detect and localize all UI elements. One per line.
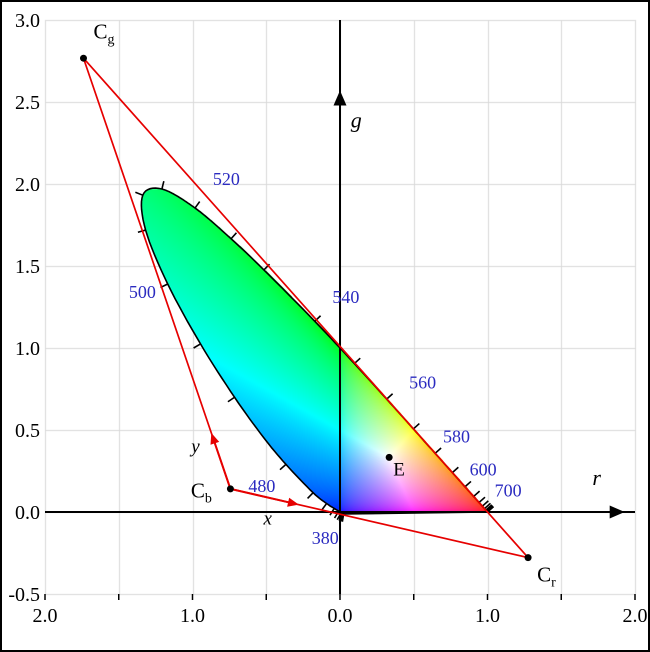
primary-label-Cg: Cg <box>93 19 114 47</box>
new-axis-label-x: x <box>263 509 273 530</box>
primary-letter: C <box>93 19 107 43</box>
new-axis-label-y: y <box>189 436 200 457</box>
axis-label-g: g <box>351 108 362 133</box>
g-axis-arrowhead-icon <box>333 90 347 106</box>
xyz-primaries-triangle <box>82 57 531 560</box>
x-tick-label-4: 2.0 <box>623 605 648 627</box>
x-axis-arrowhead-icon <box>287 497 299 507</box>
axis-label-r: r <box>592 465 601 490</box>
primary-subscript: g <box>108 32 115 47</box>
y-tick-label-6: 2.5 <box>15 92 40 114</box>
white-point-label: E <box>393 459 405 480</box>
y-tick-label-2: 0.5 <box>15 420 40 442</box>
x-axis-arrow <box>230 487 294 505</box>
y-tick-label-0: -0.5 <box>8 584 40 606</box>
primary-subscript: r <box>551 575 556 590</box>
y-tick-label-4: 1.5 <box>15 256 40 278</box>
x-tick-label-3: 1.0 <box>475 605 500 627</box>
wavelength-label-520: 520 <box>213 169 240 189</box>
primary-letter: C <box>191 479 205 503</box>
spectral-locus-outline <box>140 187 490 515</box>
wavelength-label-500: 500 <box>129 282 156 302</box>
wavelength-label-380: 380 <box>312 528 339 548</box>
primary-subscript: b <box>205 492 212 507</box>
primary-label-Cb: Cb <box>191 479 212 507</box>
bottom-frame-ticks <box>44 594 636 600</box>
wavelength-ticks <box>135 181 494 522</box>
wavelength-label-540: 540 <box>332 287 359 307</box>
y-tick-label-7: 3.0 <box>15 10 40 32</box>
y-tick-label-3: 1.0 <box>15 338 40 360</box>
y-tick-label-1: 0.0 <box>15 502 40 524</box>
y-tick-label-5: 2.0 <box>15 174 40 196</box>
wavelength-label-580: 580 <box>443 427 470 447</box>
primary-label-Cr: Cr <box>537 562 556 590</box>
r-axis-arrowhead-icon <box>609 505 625 519</box>
y-axis-arrow <box>212 438 232 490</box>
wavelength-label-480: 480 <box>248 476 275 496</box>
primary-letter: C <box>537 562 551 586</box>
white-point-dot <box>385 453 393 461</box>
primary-dot-Cb <box>226 485 234 493</box>
wavelength-label-560: 560 <box>409 372 436 392</box>
y-axis-arrowhead-icon <box>210 432 220 445</box>
x-tick-label-0: 2.0 <box>33 605 58 627</box>
primary-dot-Cg <box>79 54 87 62</box>
primary-dot-Cr <box>524 554 532 562</box>
x-tick-label-1: 1.0 <box>180 605 205 627</box>
wavelength-label-600: 600 <box>470 459 497 479</box>
wavelength-label-700: 700 <box>495 481 522 501</box>
x-tick-label-2: 0.0 <box>328 605 353 627</box>
